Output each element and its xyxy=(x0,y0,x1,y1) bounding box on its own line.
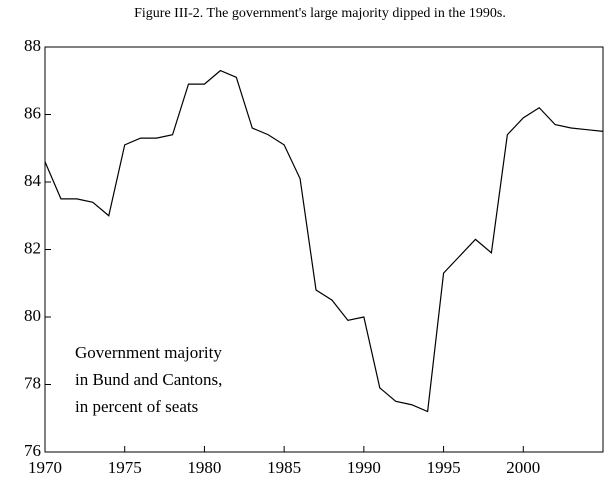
x-tick-label: 1985 xyxy=(267,458,301,477)
y-tick-label: 88 xyxy=(24,36,41,55)
x-tick-label: 1980 xyxy=(187,458,221,477)
y-tick-label: 76 xyxy=(24,441,41,460)
x-tick-label: 1990 xyxy=(347,458,381,477)
chart-title: Figure III-2. The government's large maj… xyxy=(134,6,506,21)
y-tick-label: 84 xyxy=(24,171,42,190)
y-tick-label: 86 xyxy=(24,103,41,122)
annotation: in Bund and Cantons, xyxy=(75,370,222,389)
x-tick-label: 1975 xyxy=(108,458,142,477)
data-line xyxy=(44,69,604,413)
y-tick-label: 82 xyxy=(24,238,41,257)
plot-frame xyxy=(44,46,604,453)
x-tick-label: 1995 xyxy=(427,458,461,477)
x-tick-label: 1970 xyxy=(28,458,62,477)
annotation: Government majority xyxy=(75,343,222,362)
annotation: in percent of seats xyxy=(75,397,198,416)
y-tick-label: 78 xyxy=(24,373,41,392)
y-tick-label: 80 xyxy=(24,306,41,325)
x-tick-label: 2000 xyxy=(506,458,540,477)
